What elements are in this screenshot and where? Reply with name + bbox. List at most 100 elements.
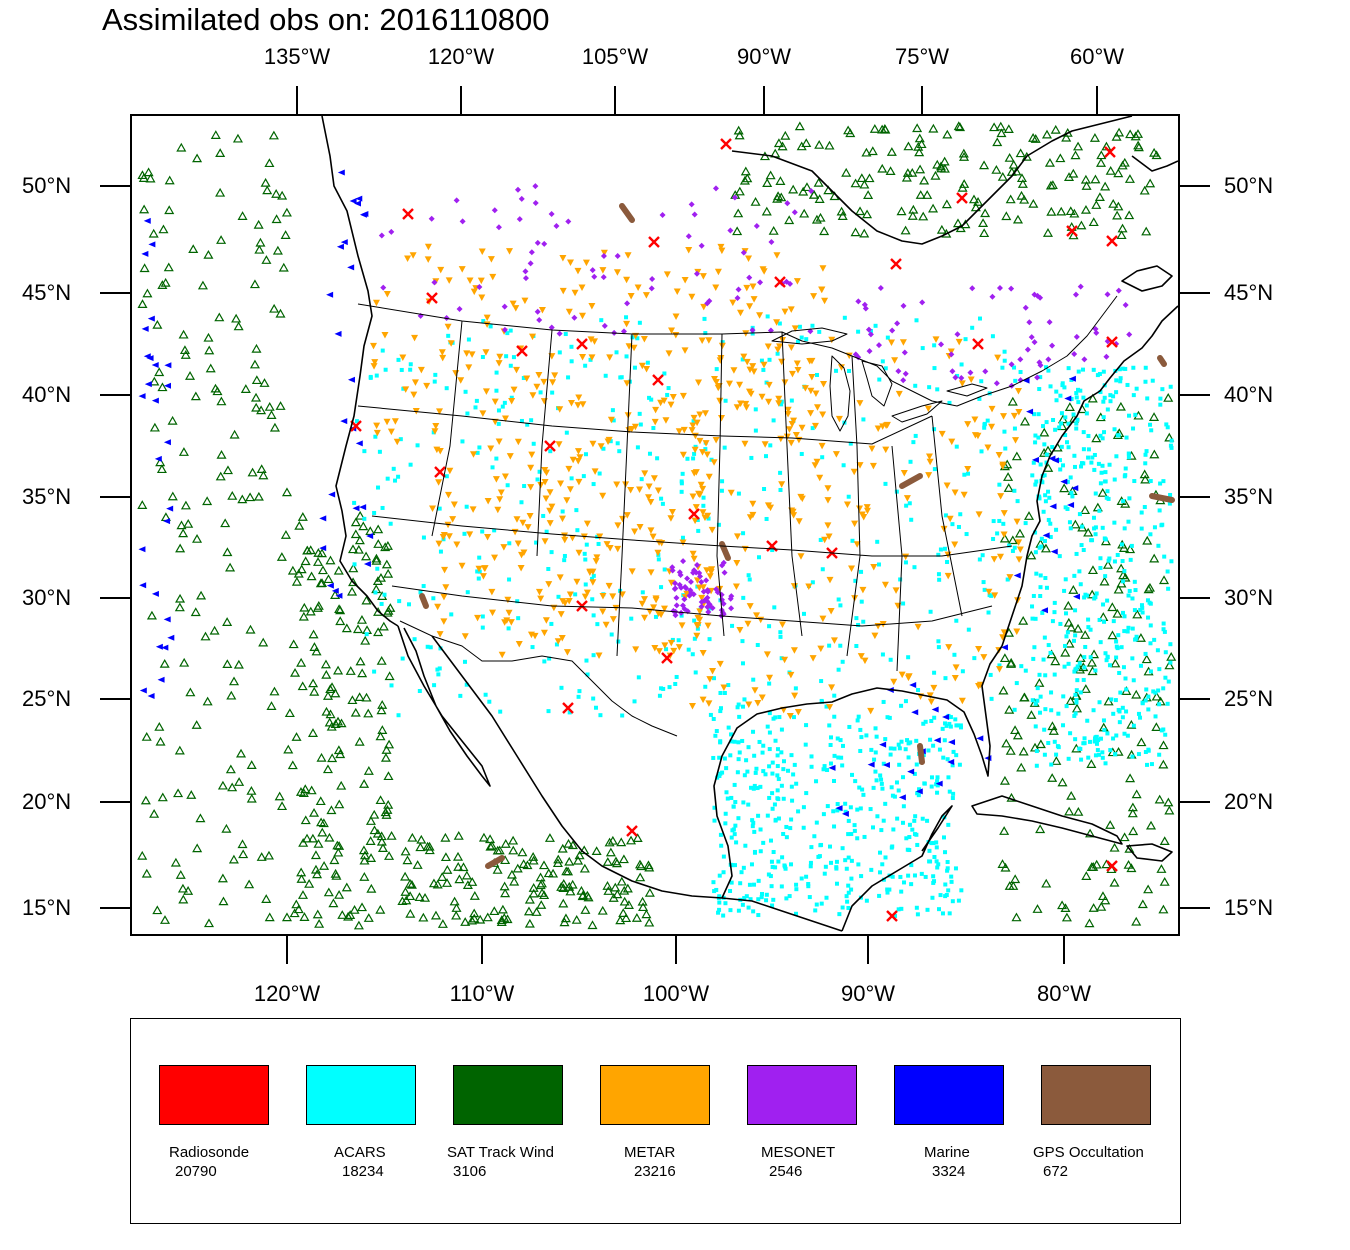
acars-marker xyxy=(1148,623,1153,628)
sat-track-wind-marker xyxy=(175,543,186,553)
sat-track-wind-marker xyxy=(221,823,232,833)
acars-marker xyxy=(977,396,982,401)
acars-marker xyxy=(788,826,793,831)
acars-marker xyxy=(846,883,851,888)
sat-track-wind-marker xyxy=(341,882,352,892)
acars-marker xyxy=(737,750,742,755)
gulf-coastline xyxy=(713,645,1003,899)
sat-track-wind-marker xyxy=(616,837,627,847)
acars-marker xyxy=(901,804,906,809)
acars-marker xyxy=(854,616,859,621)
acars-marker xyxy=(828,742,833,747)
acars-marker xyxy=(747,577,752,582)
sat-track-wind-marker xyxy=(148,228,159,238)
newfoundland-coastline xyxy=(1131,155,1178,172)
acars-marker xyxy=(910,827,915,832)
metar-marker xyxy=(668,509,676,516)
sat-track-wind-marker xyxy=(158,224,169,234)
metar-marker xyxy=(444,521,452,529)
sat-track-wind-marker xyxy=(1047,721,1058,731)
acars-marker xyxy=(856,862,861,867)
acars-marker xyxy=(1066,421,1071,426)
sat-track-wind-marker xyxy=(380,752,391,762)
metar-marker xyxy=(627,486,635,494)
sat-track-wind-marker xyxy=(432,879,443,889)
acars-marker xyxy=(717,773,722,778)
sat-track-wind-marker xyxy=(375,795,386,805)
metar-marker xyxy=(990,556,998,563)
sat-track-wind-marker xyxy=(300,815,311,825)
acars-marker xyxy=(475,569,480,574)
metar-marker xyxy=(623,512,631,519)
sat-track-wind-marker xyxy=(1091,200,1102,209)
acars-marker xyxy=(908,740,913,745)
metar-marker xyxy=(828,336,836,344)
metar-marker xyxy=(788,370,796,378)
metar-marker xyxy=(695,490,703,498)
sat-track-wind-marker xyxy=(1085,828,1096,838)
sat-track-wind-marker xyxy=(1163,797,1174,807)
acars-marker xyxy=(437,506,442,511)
metar-marker xyxy=(538,307,546,314)
sat-track-wind-marker xyxy=(375,904,386,914)
acars-marker xyxy=(1030,604,1035,609)
sat-track-wind-marker xyxy=(1076,220,1087,230)
metar-marker xyxy=(736,627,744,634)
sat-track-wind-marker xyxy=(407,832,418,842)
acars-marker xyxy=(1084,403,1089,408)
metar-marker xyxy=(951,674,959,682)
acars-marker xyxy=(549,621,554,626)
metar-marker xyxy=(696,608,704,615)
acars-marker xyxy=(1114,644,1119,649)
sat-track-wind-marker xyxy=(466,915,477,925)
acars-marker xyxy=(853,578,858,583)
metar-marker xyxy=(747,390,755,398)
metar-marker xyxy=(444,491,452,499)
sat-track-wind-marker xyxy=(1096,901,1107,911)
acars-marker xyxy=(949,879,954,884)
metar-marker xyxy=(498,651,506,659)
sat-track-wind-marker xyxy=(1011,912,1022,922)
sat-track-wind-marker xyxy=(1016,190,1027,200)
metar-marker xyxy=(899,339,907,346)
acars-marker xyxy=(818,537,823,542)
acars-marker xyxy=(819,679,824,684)
acars-marker xyxy=(909,882,914,887)
metar-marker xyxy=(514,438,522,446)
acars-marker xyxy=(1146,747,1151,752)
mesonet-marker xyxy=(649,276,656,283)
metar-marker xyxy=(683,590,691,598)
acars-marker xyxy=(521,376,526,381)
metar-marker xyxy=(482,388,490,395)
acars-marker xyxy=(444,474,449,479)
mesonet-marker xyxy=(676,581,683,588)
mesonet-marker xyxy=(459,218,466,225)
mesonet-marker xyxy=(501,326,508,333)
sat-track-wind-marker xyxy=(1008,159,1019,169)
mesonet-marker xyxy=(734,294,741,301)
acars-marker xyxy=(768,874,773,879)
acars-marker xyxy=(481,319,486,324)
acars-marker xyxy=(785,768,790,773)
acars-marker xyxy=(1157,508,1162,513)
acars-marker xyxy=(770,771,775,776)
metar-marker xyxy=(820,381,828,388)
acars-marker xyxy=(1040,480,1045,485)
acars-marker xyxy=(382,592,387,597)
metar-marker xyxy=(856,400,864,407)
mesonet-marker xyxy=(532,199,539,206)
acars-marker xyxy=(508,328,513,333)
sat-track-wind-marker xyxy=(1151,691,1162,701)
acars-marker xyxy=(1125,733,1130,738)
acars-marker xyxy=(1094,591,1099,596)
metar-marker xyxy=(453,541,461,549)
sat-track-wind-marker xyxy=(559,917,570,927)
acars-marker xyxy=(1081,395,1086,400)
acars-marker xyxy=(847,724,852,729)
sat-track-wind-marker xyxy=(564,881,575,891)
sat-track-wind-marker xyxy=(312,909,323,919)
sat-track-wind-marker xyxy=(141,731,152,741)
acars-marker xyxy=(717,900,722,905)
acars-marker xyxy=(900,820,905,825)
metar-marker xyxy=(699,696,707,704)
